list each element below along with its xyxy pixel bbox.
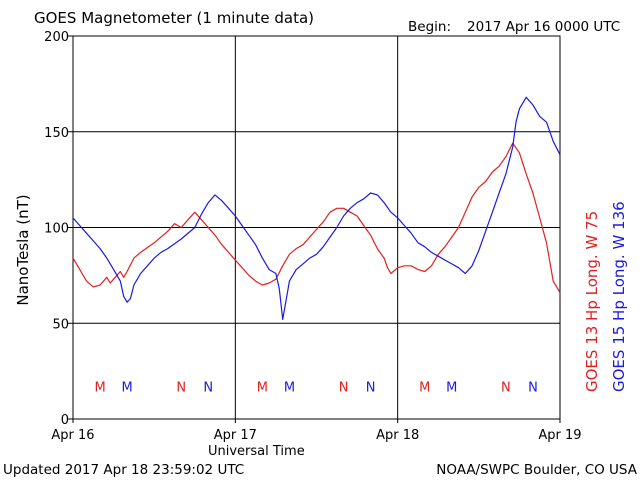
y-axis-ticks: 0 50 100 150 200 (44, 30, 73, 428)
series-line-goes15 (72, 96, 561, 320)
y-tick-label: 50 (52, 317, 69, 332)
marker-n: N (339, 380, 349, 395)
y-tick-label: 0 (61, 413, 69, 428)
chart-title: GOES Magnetometer (1 minute data) (34, 9, 314, 27)
marker-n: N (203, 380, 213, 395)
x-tick-label: Apr 19 (538, 428, 581, 443)
marker-n: N (176, 380, 186, 395)
marker-m: M (94, 380, 105, 395)
legend-goes15: GOES 15 Hp Long. W 136 (610, 201, 628, 392)
updated-timestamp: Updated 2017 Apr 18 23:59:02 UTC (3, 462, 244, 478)
y-axis-label: NanoTesla (nT) (14, 194, 32, 305)
x-tick-label: Apr 17 (214, 428, 257, 443)
x-tick-label: Apr 16 (51, 428, 94, 443)
marker-m: M (122, 380, 133, 395)
y-tick-label: 100 (44, 222, 69, 237)
x-axis-ticks: Apr 16 Apr 17 Apr 18 Apr 19 (51, 419, 582, 443)
marker-m: M (257, 380, 268, 395)
marker-m: M (284, 380, 295, 395)
marker-m: M (446, 380, 457, 395)
y-tick-label: 200 (44, 30, 69, 45)
grid-lines (73, 36, 560, 419)
series-line-goes13 (72, 142, 561, 293)
marker-n: N (366, 380, 376, 395)
x-tick-label: Apr 18 (376, 428, 419, 443)
y-tick-label: 150 (44, 126, 69, 141)
marker-n: N (528, 380, 538, 395)
legend-goes13: GOES 13 Hp Long. W 75 (583, 211, 601, 392)
marker-m: M (419, 380, 430, 395)
begin-label: Begin: (408, 19, 451, 35)
data-series (72, 96, 561, 320)
marker-n: N (501, 380, 511, 395)
begin-value: 2017 Apr 16 0000 UTC (467, 19, 620, 35)
x-axis-label: Universal Time (208, 444, 305, 459)
source-credit: NOAA/SWPC Boulder, CO USA (436, 462, 638, 478)
